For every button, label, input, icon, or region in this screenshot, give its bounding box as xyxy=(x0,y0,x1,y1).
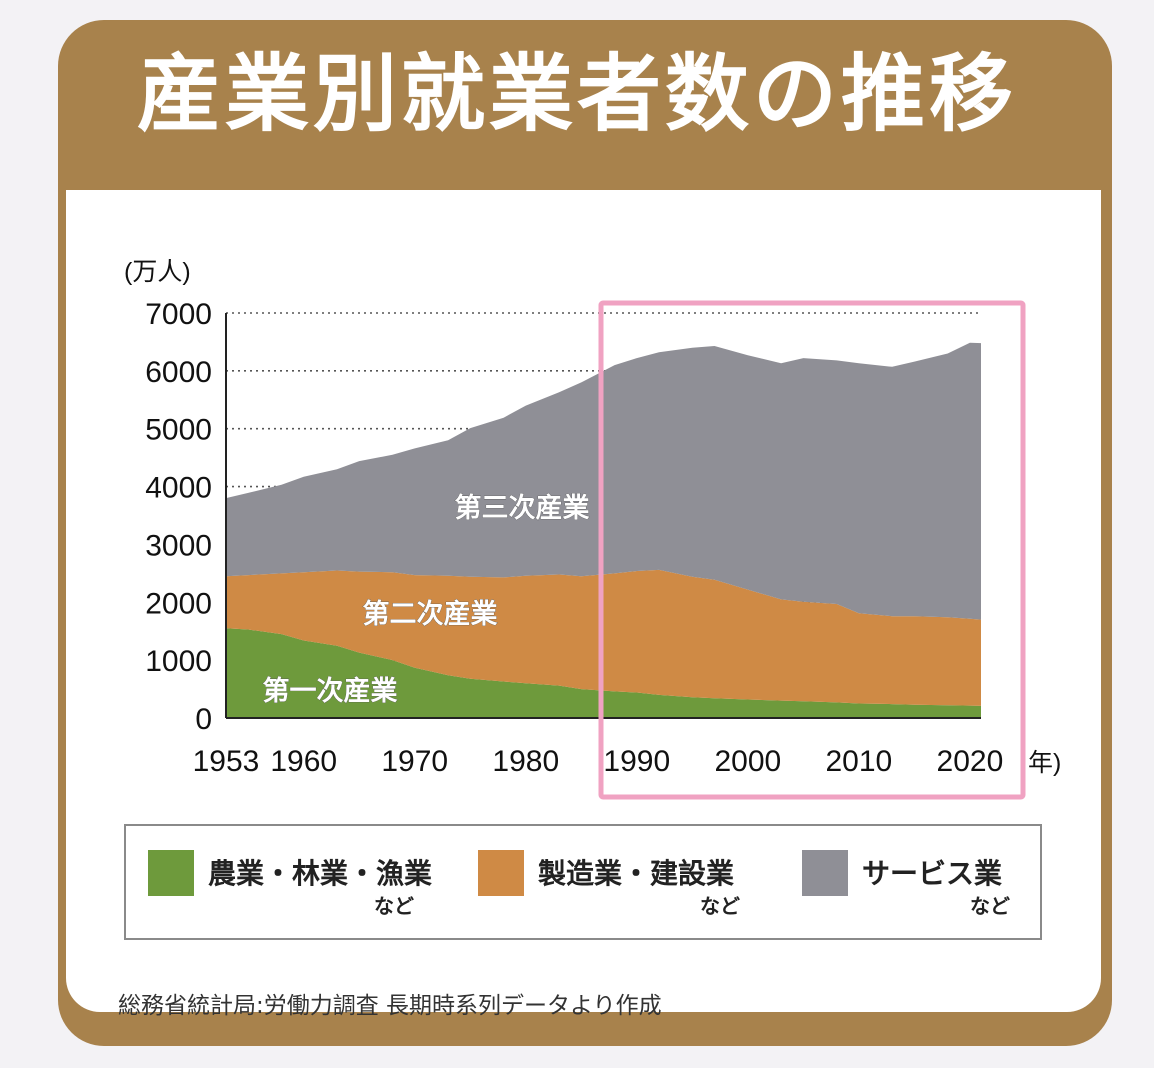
y-tick-label: 0 xyxy=(195,703,212,736)
source-note: 総務省統計局:労働力調査 長期時系列データより作成 xyxy=(118,993,662,1019)
x-tick-label: 1980 xyxy=(492,745,559,778)
legend-label-primary: 農業・林業・漁業 xyxy=(208,857,433,890)
x-tick-label: 2000 xyxy=(714,745,781,778)
x-tick-labels: 1953 1960 1970 1980 1990 2000 2010 2020 xyxy=(193,745,1004,778)
y-tick-label: 5000 xyxy=(145,414,212,447)
area-label-1: 第一次産業 xyxy=(263,675,398,707)
legend-label-tertiary: サービス業 xyxy=(862,857,1003,890)
x-tick-label: 1970 xyxy=(381,745,448,778)
y-tick-labels: 0 1000 2000 3000 4000 5000 6000 7000 xyxy=(145,298,212,736)
legend-swatch-primary xyxy=(148,850,194,896)
y-tick-label: 3000 xyxy=(145,529,212,562)
legend-swatch-secondary xyxy=(478,850,524,896)
area-labels: 第一次産業 第二次産業 第三次産業 xyxy=(262,492,590,708)
legend-swatch-tertiary xyxy=(802,850,848,896)
x-tick-label: 1990 xyxy=(603,745,670,778)
y-axis-unit-label: (万人) xyxy=(124,258,191,286)
y-tick-label: 7000 xyxy=(145,298,212,331)
y-tick-label: 2000 xyxy=(145,587,212,620)
legend-sub-secondary: など xyxy=(700,894,740,918)
y-tick-label: 1000 xyxy=(145,645,212,678)
legend: 農業・林業・漁業 など 製造業・建設業 など サービス業 など xyxy=(124,824,1042,940)
y-tick-label: 4000 xyxy=(145,472,212,505)
chart-title: 産業別就業者数の推移 xyxy=(136,45,1017,143)
legend-label-secondary: 製造業・建設業 xyxy=(538,857,735,890)
area-label-2: 第二次産業 xyxy=(363,598,498,630)
area-primary-industry xyxy=(226,628,981,718)
highlight-box xyxy=(598,300,1026,800)
legend-sub-primary: など xyxy=(374,894,414,918)
x-tick-label: 1960 xyxy=(270,745,337,778)
y-tick-label: 6000 xyxy=(145,356,212,389)
legend-sub-tertiary: など xyxy=(970,894,1010,918)
x-tick-label: 2010 xyxy=(825,745,892,778)
x-tick-label: 2020 xyxy=(937,745,1004,778)
area-label-3: 第三次産業 xyxy=(455,492,590,524)
x-tick-label: 1953 xyxy=(193,745,260,778)
x-axis-unit-label: 年) xyxy=(1028,749,1061,777)
